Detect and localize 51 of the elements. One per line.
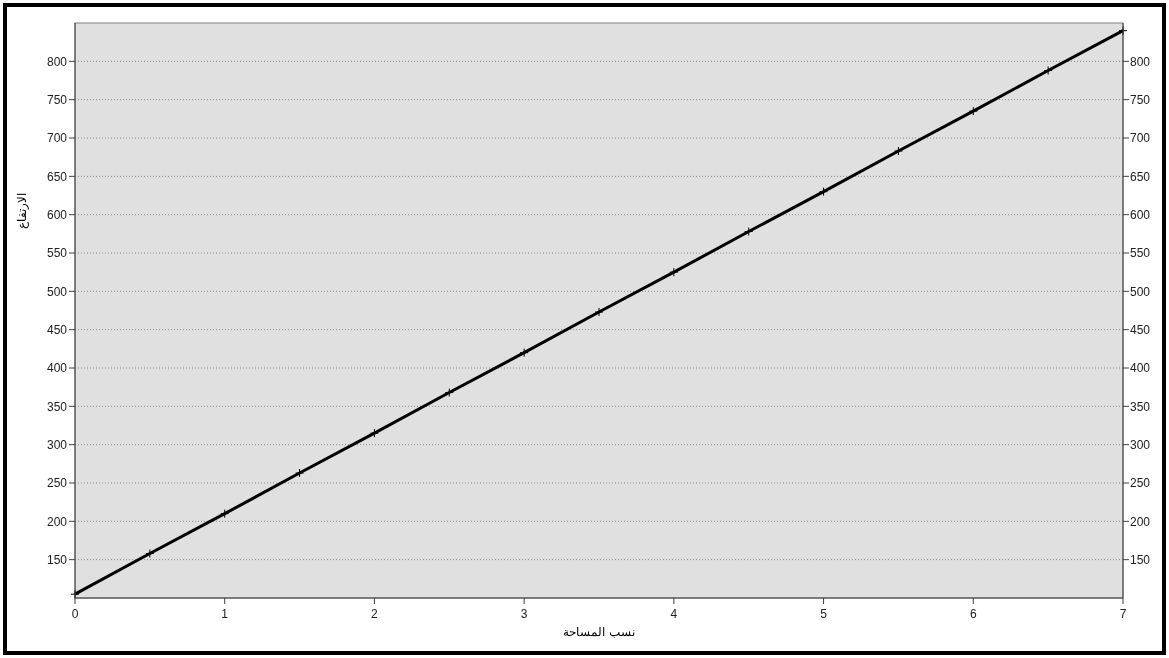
x-tick-label: 6 bbox=[969, 607, 977, 621]
y-tick-label: 300 bbox=[46, 437, 68, 452]
y-tick-label: 750 bbox=[46, 92, 68, 107]
x-tick-label: 7 bbox=[1119, 607, 1127, 621]
y2-tick-label: 450 bbox=[1130, 322, 1151, 337]
point bbox=[220, 509, 230, 519]
y-tick-label: 400 bbox=[46, 361, 68, 376]
point bbox=[594, 307, 604, 317]
x-tick-label: 4 bbox=[670, 607, 678, 621]
point bbox=[968, 106, 978, 116]
y-tick-label: 550 bbox=[46, 246, 68, 261]
y2-tick-label: 600 bbox=[1130, 207, 1151, 222]
x-tick-label: 3 bbox=[520, 607, 528, 621]
point bbox=[295, 468, 305, 478]
y2-tick-label: 250 bbox=[1130, 476, 1151, 491]
x-axis-title: نسب المساحة bbox=[563, 625, 635, 639]
y2-tick-label: 200 bbox=[1130, 514, 1151, 529]
y2-tick-label: 700 bbox=[1130, 131, 1151, 146]
y-tick-label: 200 bbox=[46, 514, 68, 529]
y-tick-label: 150 bbox=[46, 552, 68, 567]
y2-tick-label: 500 bbox=[1130, 284, 1151, 299]
y2-tick-label: 300 bbox=[1130, 437, 1151, 452]
y-axis-title: الارتفاع bbox=[15, 192, 29, 229]
point bbox=[744, 227, 754, 237]
y2-tick-label: 400 bbox=[1130, 361, 1151, 376]
y-tick-label: 450 bbox=[46, 322, 68, 337]
y2-tick-label: 350 bbox=[1130, 399, 1151, 414]
point bbox=[893, 146, 903, 156]
x-tick-label: 5 bbox=[820, 607, 828, 621]
y-tick-label: 500 bbox=[46, 284, 68, 299]
point bbox=[819, 187, 829, 197]
point bbox=[669, 267, 679, 277]
y-tick-label: 350 bbox=[46, 399, 68, 414]
point bbox=[145, 549, 155, 559]
y2-tick-label: 750 bbox=[1130, 92, 1151, 107]
point bbox=[519, 348, 529, 358]
x-tick-label: 1 bbox=[221, 607, 229, 621]
y-tick-label: 700 bbox=[46, 131, 68, 146]
y2-tick-label: 550 bbox=[1130, 246, 1151, 261]
y-tick-label: 650 bbox=[46, 169, 68, 184]
point bbox=[444, 388, 454, 398]
y-tick-label: 600 bbox=[46, 207, 68, 222]
point bbox=[1043, 66, 1053, 76]
y2-tick-label: 150 bbox=[1130, 552, 1151, 567]
y-tick-label: 800 bbox=[46, 54, 68, 69]
y-tick-label: 250 bbox=[46, 476, 68, 491]
point bbox=[369, 428, 379, 438]
x-tick-label: 2 bbox=[371, 607, 379, 621]
y2-tick-label: 650 bbox=[1130, 169, 1151, 184]
x-tick-label: 0 bbox=[71, 607, 79, 621]
y2-tick-label: 800 bbox=[1130, 54, 1151, 69]
